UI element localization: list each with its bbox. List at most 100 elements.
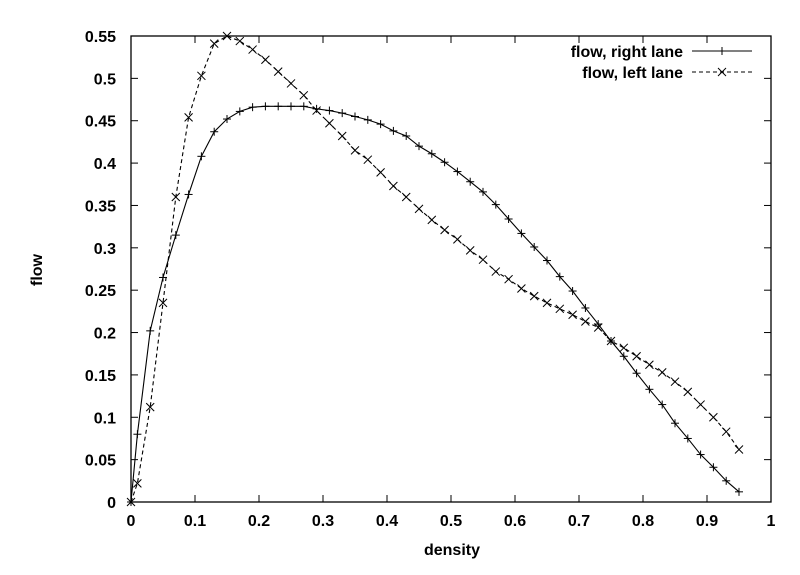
data-point-left-lane: [734, 445, 744, 454]
data-point-right-lane: [645, 385, 654, 394]
data-point-right-lane: [568, 287, 577, 296]
series-line-right-lane: [130, 105, 740, 503]
series-right-lane: [127, 102, 743, 506]
data-point-right-lane: [402, 131, 411, 140]
data-point-right-lane: [504, 215, 513, 224]
data-point-left-lane: [529, 291, 539, 301]
series-line-left-lane: [130, 35, 740, 503]
data-point-left-lane: [709, 412, 718, 422]
data-point-right-lane: [376, 120, 385, 129]
tick-marks: [130, 35, 772, 503]
data-point-left-lane: [401, 192, 411, 202]
data-point-left-lane: [248, 45, 257, 54]
data-point-right-lane: [197, 152, 206, 161]
y-tick-label: 0.05: [85, 453, 116, 470]
data-point-right-lane: [555, 272, 564, 281]
data-point-right-lane: [709, 463, 718, 472]
x-tick-label: 0.2: [248, 513, 270, 530]
data-point-left-lane: [670, 377, 680, 387]
data-point-left-lane: [389, 181, 398, 191]
data-point-left-lane: [619, 343, 629, 353]
data-point-left-lane: [145, 402, 155, 412]
y-tick-label: 0.5: [94, 71, 116, 88]
data-point-left-lane: [542, 298, 552, 308]
data-point-left-lane: [363, 155, 373, 165]
data-point-left-lane: [337, 131, 347, 141]
data-point-left-lane: [683, 387, 693, 397]
data-point-right-lane: [261, 102, 270, 111]
legend-label-right-lane: flow, right lane: [571, 44, 683, 61]
data-point-left-lane: [453, 234, 462, 244]
data-point-right-lane: [415, 142, 423, 151]
data-point-left-lane: [696, 400, 705, 409]
data-point-right-lane: [427, 149, 436, 158]
data-point-right-lane: [287, 102, 295, 111]
x-tick-label: 0.7: [568, 513, 590, 530]
y-axis-title: flow: [29, 253, 46, 286]
x-tick-label: 0.3: [312, 513, 334, 530]
data-point-left-lane: [721, 427, 731, 437]
data-point-left-lane: [568, 310, 577, 320]
y-tick-label: 0.45: [85, 114, 116, 131]
data-point-left-lane: [581, 317, 590, 326]
y-tick-label: 0: [107, 495, 116, 512]
data-point-right-lane: [619, 352, 628, 361]
series-group: [126, 31, 744, 507]
y-tick-label: 0.1: [94, 410, 116, 427]
data-point-right-lane: [171, 231, 180, 240]
data-point-left-lane: [261, 55, 270, 65]
legend-marker-left-lane: [717, 67, 727, 77]
data-point-right-lane: [479, 187, 487, 196]
data-point-right-lane: [363, 115, 372, 124]
y-tick-label: 0.3: [94, 241, 116, 258]
x-tick-label: 0.5: [440, 513, 462, 530]
data-point-right-lane: [338, 109, 347, 118]
data-point-left-lane: [606, 336, 616, 346]
data-point-right-lane: [581, 303, 590, 312]
data-point-right-lane: [658, 400, 667, 409]
legend-marker-right-lane: [718, 47, 726, 55]
data-point-right-lane: [274, 102, 283, 111]
data-point-left-lane: [299, 90, 309, 100]
data-point-right-lane: [696, 450, 705, 459]
data-point-right-lane: [389, 126, 398, 135]
x-tick-label: 0.6: [504, 513, 526, 530]
data-point-left-lane: [427, 215, 437, 225]
data-point-right-lane: [223, 115, 231, 124]
data-point-right-lane: [325, 106, 334, 115]
data-point-right-lane: [133, 430, 142, 439]
data-point-left-lane: [504, 274, 513, 284]
data-point-right-lane: [671, 419, 679, 428]
data-point-left-lane: [440, 225, 449, 235]
data-point-right-lane: [594, 320, 603, 329]
x-tick-label: 0.1: [184, 513, 206, 530]
data-point-left-lane: [376, 168, 385, 177]
data-point-right-lane: [146, 326, 155, 335]
y-tick-label: 0.2: [94, 326, 116, 343]
x-tick-label: 0.9: [696, 513, 718, 530]
x-tick-label: 1: [767, 513, 776, 530]
series-left-lane: [126, 31, 744, 507]
data-point-left-lane: [171, 192, 181, 202]
x-tick-label: 0.8: [632, 513, 654, 530]
tick-labels: 0 0.1 0.2 0.3 0.4 0.5 0.6 0.7 0.8 0.9 1 0 0.05 0.1 0.1…: [85, 29, 776, 530]
x-axis-title: density: [424, 542, 480, 559]
plot-frame: [130, 35, 772, 503]
data-point-right-lane: [210, 127, 219, 136]
data-point-right-lane: [248, 103, 257, 112]
data-point-right-lane: [312, 104, 321, 113]
y-tick-label: 0.25: [85, 283, 116, 300]
y-tick-label: 0.15: [85, 368, 116, 385]
data-point-left-lane: [645, 360, 654, 370]
data-point-left-lane: [414, 204, 424, 214]
legend: flow, right lane flow, left lane: [571, 44, 752, 82]
data-point-right-lane: [184, 190, 193, 199]
data-point-left-lane: [235, 36, 245, 46]
data-point-right-lane: [530, 242, 539, 251]
data-point-left-lane: [286, 79, 296, 88]
data-point-left-lane: [593, 323, 603, 332]
data-point-left-lane: [657, 368, 667, 377]
data-point-left-lane: [158, 298, 168, 308]
y-tick-label: 0.35: [85, 198, 116, 215]
data-point-right-lane: [453, 167, 462, 176]
